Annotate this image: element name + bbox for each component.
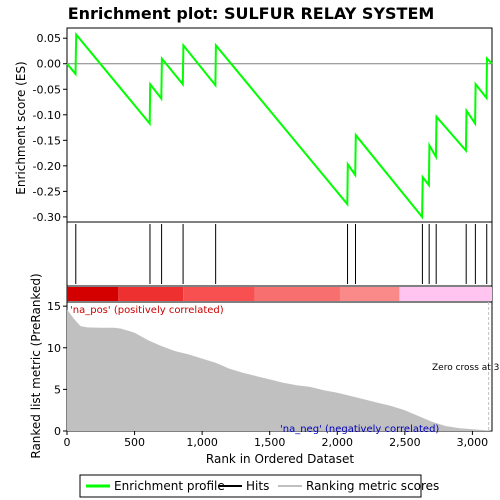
color-bar-segment bbox=[339, 287, 400, 301]
metric-y-tick-label: 15 bbox=[47, 300, 61, 313]
es-panel-frame bbox=[66, 27, 493, 223]
color-bar-segment bbox=[399, 287, 492, 301]
color-bar-segment bbox=[254, 287, 340, 301]
es-y-tick-label: -0.30 bbox=[33, 211, 61, 224]
es-y-tick-label: -0.15 bbox=[33, 134, 61, 147]
x-tick-label: 2,500 bbox=[389, 436, 421, 449]
x-tick-label: 1,500 bbox=[254, 436, 286, 449]
x-tick-label: 1,000 bbox=[186, 436, 218, 449]
hit-markers bbox=[75, 224, 488, 284]
enrichment-profile-line bbox=[66, 31, 493, 220]
x-tick-label: 0 bbox=[64, 436, 71, 449]
es-y-tick-label: 0.00 bbox=[37, 58, 62, 71]
metric-y-tick-label: 10 bbox=[47, 342, 61, 355]
metric-y-tick-label: 0 bbox=[54, 425, 61, 438]
es-y-tick-label: -0.05 bbox=[33, 83, 61, 96]
x-tick-label: 3,000 bbox=[457, 436, 489, 449]
neg-correlated-label: 'na_neg' (negatively correlated) bbox=[280, 424, 439, 435]
es-y-ticks: 0.05 0.00 -0.05 -0.10 -0.15 -0.20 -0.25 -0.30 bbox=[33, 32, 67, 224]
es-y-tick-label: -0.20 bbox=[33, 160, 61, 173]
zero-cross-label: Zero cross at 3 bbox=[432, 363, 499, 373]
legend-entry-label: Ranking metric scores bbox=[306, 479, 439, 493]
es-y-tick-label: -0.25 bbox=[33, 185, 61, 198]
x-tick-label: 2,000 bbox=[322, 436, 354, 449]
legend: Enrichment profile Hits Ranking metric sco… bbox=[86, 479, 439, 493]
metric-y-axis-label: Ranked list metric (PreRanked) bbox=[29, 273, 43, 458]
color-bar-segment bbox=[67, 287, 119, 301]
metric-x-ticks: 0 500 1,000 1,500 2,000 2,500 3,000 bbox=[64, 431, 489, 449]
pos-correlated-label: 'na_pos' (positively correlated) bbox=[70, 305, 224, 316]
es-y-tick-label: -0.10 bbox=[33, 109, 61, 122]
x-tick-label: 500 bbox=[124, 436, 145, 449]
hits-panel-frame bbox=[66, 221, 493, 287]
legend-entry-label: Enrichment profile bbox=[114, 479, 225, 493]
color-bar-segment bbox=[118, 287, 184, 301]
ranking-metric-area bbox=[67, 309, 492, 431]
es-y-axis-label: Enrichment score (ES) bbox=[14, 61, 28, 194]
metric-y-tick-label: 5 bbox=[54, 383, 61, 396]
correlation-color-bar bbox=[67, 287, 492, 301]
metric-y-ticks: 0 5 10 15 bbox=[47, 300, 67, 438]
legend-box bbox=[79, 474, 422, 498]
x-axis-label: Rank in Ordered Dataset bbox=[206, 452, 354, 466]
es-y-tick-label: 0.05 bbox=[37, 32, 62, 45]
legend-entry-label: Hits bbox=[246, 479, 269, 493]
chart-title: Enrichment plot: SULFUR RELAY SYSTEM bbox=[68, 4, 435, 23]
color-bar-segment bbox=[183, 287, 255, 301]
